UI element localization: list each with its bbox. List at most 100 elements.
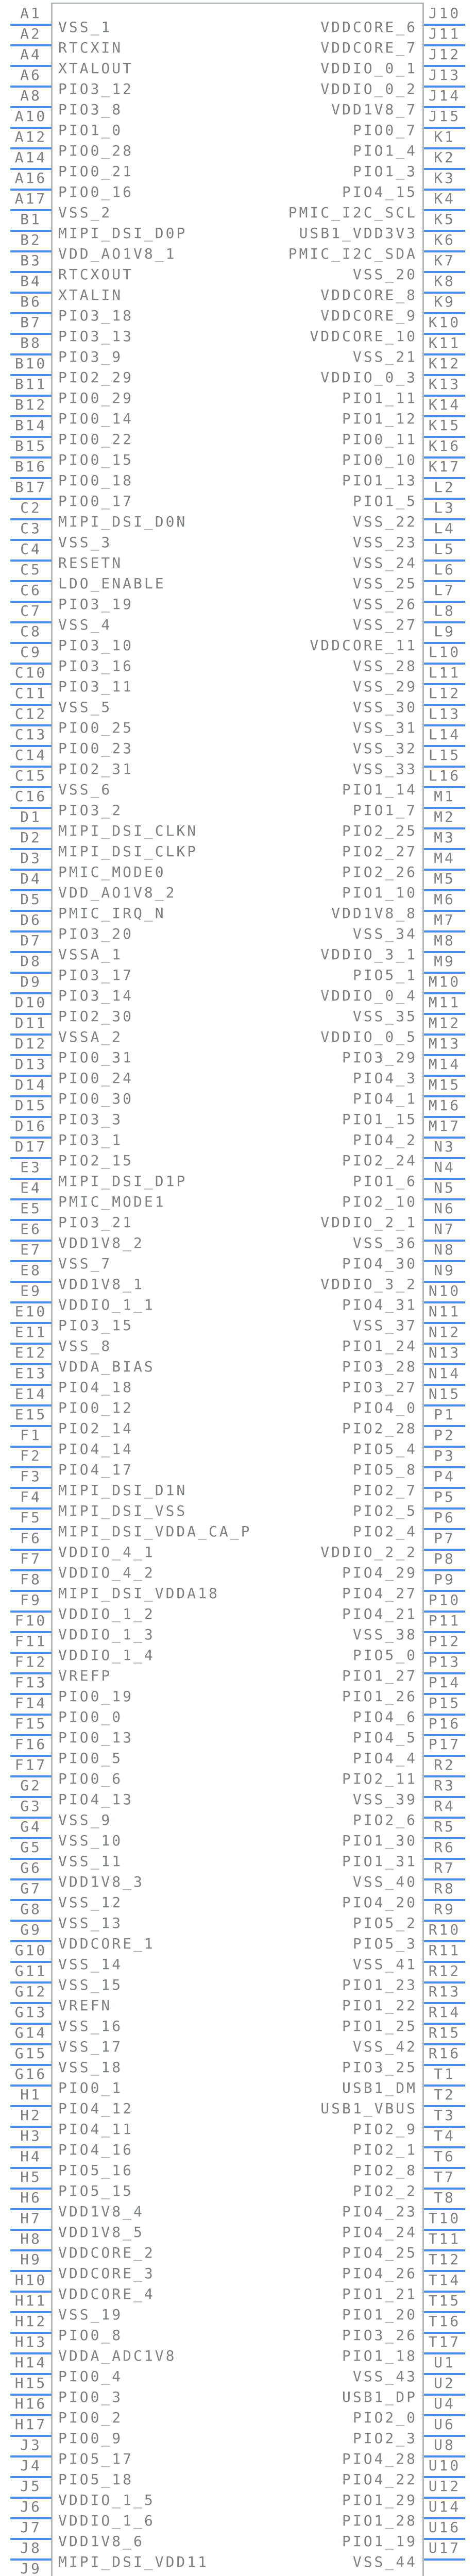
pin-line[interactable] xyxy=(424,436,465,438)
pin-line[interactable] xyxy=(424,1322,465,1324)
pin-line[interactable] xyxy=(10,1240,52,1242)
pin-line[interactable] xyxy=(424,1075,465,1077)
pin-line[interactable] xyxy=(424,374,465,376)
pin-line[interactable] xyxy=(10,1858,52,1860)
pin-line[interactable] xyxy=(10,1322,52,1324)
pin-line[interactable] xyxy=(10,1054,52,1056)
pin-line[interactable] xyxy=(10,2373,52,2375)
pin-line[interactable] xyxy=(10,2249,52,2251)
pin-line[interactable] xyxy=(424,766,465,768)
pin-line[interactable] xyxy=(10,1899,52,1901)
pin-line[interactable] xyxy=(424,1466,465,1468)
pin-line[interactable] xyxy=(424,1219,465,1221)
pin-line[interactable] xyxy=(10,1157,52,1159)
pin-line[interactable] xyxy=(424,1796,465,1798)
pin-line[interactable] xyxy=(424,1013,465,1015)
pin-line[interactable] xyxy=(10,1714,52,1716)
pin-line[interactable] xyxy=(10,374,52,376)
pin-line[interactable] xyxy=(424,1549,465,1551)
pin-line[interactable] xyxy=(10,1487,52,1489)
pin-line[interactable] xyxy=(10,910,52,912)
pin-line[interactable] xyxy=(424,2229,465,2231)
pin-line[interactable] xyxy=(424,1137,465,1139)
pin-line[interactable] xyxy=(424,972,465,974)
pin-line[interactable] xyxy=(424,827,465,829)
pin-line[interactable] xyxy=(10,745,52,747)
pin-line[interactable] xyxy=(10,1961,52,1963)
pin-line[interactable] xyxy=(424,2497,465,2499)
pin-line[interactable] xyxy=(10,86,52,88)
pin-line[interactable] xyxy=(424,2064,465,2066)
pin-line[interactable] xyxy=(424,1301,465,1303)
pin-line[interactable] xyxy=(10,1116,52,1118)
pin-line[interactable] xyxy=(424,2291,465,2293)
pin-line[interactable] xyxy=(424,683,465,685)
pin-line[interactable] xyxy=(424,415,465,417)
pin-line[interactable] xyxy=(10,477,52,479)
pin-line[interactable] xyxy=(10,1755,52,1757)
pin-line[interactable] xyxy=(424,2208,465,2210)
pin-line[interactable] xyxy=(10,807,52,809)
pin-line[interactable] xyxy=(424,2146,465,2148)
pin-line[interactable] xyxy=(10,539,52,541)
pin-line[interactable] xyxy=(424,2394,465,2396)
pin-line[interactable] xyxy=(10,1940,52,1942)
pin-line[interactable] xyxy=(424,2476,465,2478)
pin-line[interactable] xyxy=(10,1734,52,1736)
pin-line[interactable] xyxy=(10,1219,52,1221)
pin-line[interactable] xyxy=(10,2023,52,2025)
pin-line[interactable] xyxy=(10,972,52,974)
pin-line[interactable] xyxy=(424,1569,465,1571)
pin-line[interactable] xyxy=(424,1260,465,1262)
pin-line[interactable] xyxy=(424,189,465,191)
pin-line[interactable] xyxy=(424,1343,465,1345)
pin-line[interactable] xyxy=(424,1961,465,1963)
pin-line[interactable] xyxy=(424,1507,465,1510)
pin-line[interactable] xyxy=(10,168,52,170)
pin-line[interactable] xyxy=(10,1281,52,1283)
pin-line[interactable] xyxy=(10,827,52,829)
pin-line[interactable] xyxy=(10,1920,52,1922)
pin-line[interactable] xyxy=(424,1425,465,1427)
pin-line[interactable] xyxy=(424,1404,465,1406)
pin-line[interactable] xyxy=(10,1137,52,1139)
pin-line[interactable] xyxy=(10,250,52,252)
pin-line[interactable] xyxy=(424,1672,465,1674)
pin-line[interactable] xyxy=(10,724,52,726)
pin-line[interactable] xyxy=(10,353,52,355)
pin-line[interactable] xyxy=(424,292,465,294)
pin-line[interactable] xyxy=(10,2332,52,2334)
pin-line[interactable] xyxy=(424,1363,465,1365)
pin-line[interactable] xyxy=(424,1054,465,1056)
pin-line[interactable] xyxy=(10,1343,52,1345)
pin-line[interactable] xyxy=(424,106,465,108)
pin-line[interactable] xyxy=(10,271,52,273)
pin-line[interactable] xyxy=(10,2517,52,2519)
pin-line[interactable] xyxy=(10,930,52,933)
pin-line[interactable] xyxy=(424,1920,465,1922)
pin-line[interactable] xyxy=(10,2435,52,2437)
pin-line[interactable] xyxy=(10,1796,52,1798)
pin-line[interactable] xyxy=(424,2270,465,2272)
pin-line[interactable] xyxy=(10,786,52,788)
pin-line[interactable] xyxy=(424,395,465,397)
pin-line[interactable] xyxy=(424,642,465,644)
pin-line[interactable] xyxy=(424,127,465,129)
pin-line[interactable] xyxy=(10,2270,52,2272)
pin-line[interactable] xyxy=(424,1198,465,1200)
pin-line[interactable] xyxy=(10,1033,52,1036)
pin-line[interactable] xyxy=(424,910,465,912)
pin-line[interactable] xyxy=(424,2084,465,2087)
pin-line[interactable] xyxy=(424,2249,465,2251)
pin-line[interactable] xyxy=(10,2414,52,2416)
pin-line[interactable] xyxy=(10,2291,52,2293)
pin-line[interactable] xyxy=(10,106,52,108)
pin-line[interactable] xyxy=(424,1837,465,1839)
pin-line[interactable] xyxy=(10,415,52,417)
pin-line[interactable] xyxy=(424,1240,465,1242)
pin-line[interactable] xyxy=(10,1981,52,1984)
pin-line[interactable] xyxy=(10,704,52,706)
pin-line[interactable] xyxy=(10,1837,52,1839)
pin-line[interactable] xyxy=(10,189,52,191)
pin-line[interactable] xyxy=(424,1631,465,1633)
